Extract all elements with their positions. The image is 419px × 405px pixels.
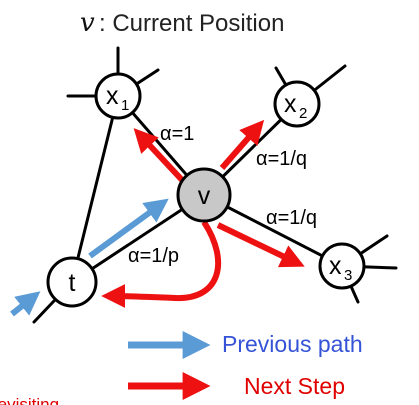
- cut-off-caption: revisiting: [0, 395, 59, 405]
- previous-path-arrow-t-to-v: [88, 198, 169, 259]
- next-step-arrows: [101, 119, 305, 309]
- node-x1: x 1: [94, 72, 142, 120]
- edge-label-v-t: α=1/p: [128, 245, 179, 267]
- node-x3-label: x: [329, 252, 342, 280]
- edge-x1-t: [70, 94, 120, 284]
- node-x1-subscript: 1: [121, 97, 129, 114]
- title-variable: v: [80, 8, 95, 38]
- previous-path-arrow-into-t: [10, 291, 41, 317]
- node-x1-circle: [94, 72, 142, 120]
- node-t-circle: [46, 256, 98, 308]
- node-x2-circle: [273, 80, 321, 128]
- node-t-label: t: [69, 269, 76, 297]
- node-t: t: [46, 256, 98, 308]
- node-v-label: v: [198, 182, 211, 210]
- next-step-arrow-to-x1: [133, 128, 185, 183]
- node-x2-subscript: 2: [299, 105, 307, 122]
- node-v-circle: [176, 167, 232, 223]
- node-x2: x 2: [273, 80, 321, 128]
- previous-path-arrows: [10, 198, 169, 317]
- edge-label-v-x2: α=1/q: [256, 148, 307, 170]
- node-x2-label: x: [284, 90, 297, 118]
- legend: Previous path Next Step: [128, 331, 363, 400]
- node-x3: x 3: [318, 242, 366, 290]
- edge-label-v-x3: α=1/q: [266, 207, 317, 229]
- edge-labels: α=1 α=1/q α=1/q α=1/p: [128, 123, 317, 267]
- title-text: : Current Position: [99, 10, 284, 37]
- node-x3-subscript: 3: [344, 267, 352, 284]
- node-x1-label: x: [106, 82, 119, 110]
- node-x3-circle: [318, 242, 366, 290]
- legend-previous-label: Previous path: [222, 331, 363, 357]
- diagram-title: v : Current Position: [80, 8, 284, 38]
- edge-label-v-x1: α=1: [160, 123, 194, 145]
- next-step-arrow-to-x3: [216, 222, 305, 268]
- legend-next-label: Next Step: [244, 373, 345, 399]
- node-v: v: [176, 167, 232, 223]
- next-step-arrow-to-x2: [219, 119, 265, 170]
- next-step-arrow-to-t: [101, 220, 222, 309]
